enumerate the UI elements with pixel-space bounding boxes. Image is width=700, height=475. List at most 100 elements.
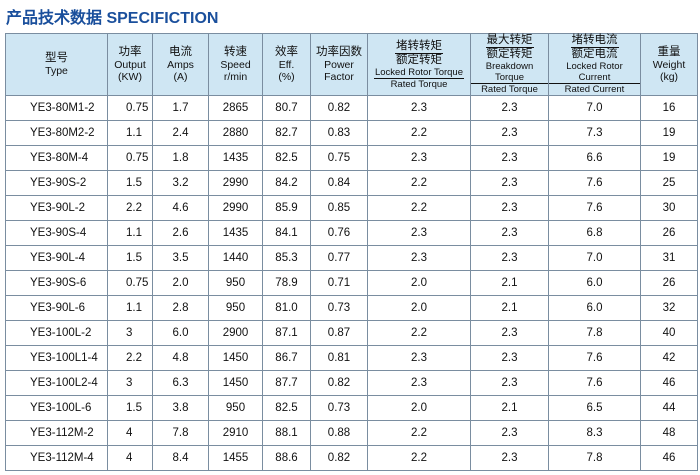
table-row: YE3-100L-2 3 6.0 2900 87.1 0.87 2.2 2.3 7.8 40 — [5, 320, 698, 346]
table-cell: 1.5 — [107, 245, 153, 271]
table-cell: 1455 — [208, 445, 263, 471]
table-cell: 4.8 — [152, 345, 209, 371]
spec-table: 型号 Type 功率 Output (KW) 电流 Amps (A) 转速 Speed r/min 效… — [5, 33, 698, 471]
table-cell: 42 — [640, 345, 698, 371]
table-cell: 1.5 — [107, 170, 153, 196]
table-cell: 1.5 — [107, 395, 153, 421]
table-cell: 2990 — [208, 170, 263, 196]
table-cell: YE3-90S-2 — [5, 170, 108, 196]
table-cell: 2.3 — [367, 95, 471, 121]
table-cell: 950 — [208, 395, 263, 421]
table-row: YE3-100L2-4 3 6.3 1450 87.7 0.82 2.3 2.3 7.6 46 — [5, 370, 698, 396]
header-line: Speed — [220, 59, 251, 71]
table-cell: 0.76 — [310, 220, 368, 246]
table-cell: 0.83 — [310, 120, 368, 146]
table-cell: 0.75 — [107, 145, 153, 171]
table-cell: 1435 — [208, 145, 263, 171]
header-line: r/min — [223, 71, 248, 83]
table-cell: 2.1 — [470, 395, 549, 421]
header-numerator: 堵转电流 — [570, 34, 619, 48]
table-cell: 16 — [640, 95, 698, 121]
table-cell: 32 — [640, 295, 698, 321]
table-cell: 2.3 — [470, 145, 549, 171]
header-numerator: 堵转转矩 — [395, 39, 443, 54]
table-header: 型号 Type 功率 Output (KW) 电流 Amps (A) 转速 Speed r/min 效… — [5, 33, 698, 96]
header-line: (kg) — [659, 71, 679, 83]
table-row: YE3-100L1-4 2.2 4.8 1450 86.7 0.81 2.3 2.3 7.6 42 — [5, 345, 698, 371]
table-cell: 8.4 — [152, 445, 209, 471]
table-cell: YE3-80M1-2 — [5, 95, 108, 121]
table-cell: 86.7 — [262, 345, 311, 371]
table-row: YE3-112M-4 4 8.4 1455 88.6 0.82 2.2 2.3 7.8 46 — [5, 445, 698, 471]
table-cell: 2.3 — [470, 370, 549, 396]
table-cell: 2.3 — [367, 145, 471, 171]
table-cell: 0.75 — [107, 95, 153, 121]
table-cell: 4 — [107, 420, 153, 446]
table-row: YE3-90S-4 1.1 2.6 1435 84.1 0.76 2.3 2.3 6.8 26 — [5, 220, 698, 246]
header-line: (A) — [173, 71, 188, 83]
table-cell: 2.3 — [470, 170, 549, 196]
table-cell: 0.81 — [310, 345, 368, 371]
header-cell: 堵转电流 额定电流 Locked Rotor Current Rated Curren… — [548, 33, 641, 96]
table-cell: 6.3 — [152, 370, 209, 396]
table-cell: 7.8 — [152, 420, 209, 446]
table-cell: 6.0 — [152, 320, 209, 346]
table-cell: 0.85 — [310, 195, 368, 221]
table-cell: YE3-80M-4 — [5, 145, 108, 171]
table-cell: 6.6 — [548, 145, 641, 171]
table-cell: YE3-80M2-2 — [5, 120, 108, 146]
header-line: Locked Rotor Torque — [368, 67, 470, 79]
table-cell: YE3-112M-4 — [5, 445, 108, 471]
table-cell: YE3-100L2-4 — [5, 370, 108, 396]
table-cell: 950 — [208, 295, 263, 321]
table-cell: 2.2 — [367, 420, 471, 446]
header-cell: 电流 Amps (A) — [152, 33, 209, 96]
table-row: YE3-80M-4 0.75 1.8 1435 82.5 0.75 2.3 2.3 6.6 19 — [5, 145, 698, 171]
table-cell: 2.3 — [470, 220, 549, 246]
table-cell: 1.1 — [107, 220, 153, 246]
table-cell: 7.0 — [548, 245, 641, 271]
table-cell: 19 — [640, 120, 698, 146]
header-cell: 重量 Weight (kg) — [640, 33, 698, 96]
table-cell: YE3-100L-6 — [5, 395, 108, 421]
table-cell: 2.3 — [367, 245, 471, 271]
table-cell: 2900 — [208, 320, 263, 346]
table-cell: 1.8 — [152, 145, 209, 171]
table-cell: 7.0 — [548, 95, 641, 121]
header-line: 效率 — [275, 46, 298, 58]
header-row: 型号 Type 功率 Output (KW) 电流 Amps (A) 转速 Speed r/min 效… — [5, 33, 698, 96]
table-cell: 2.3 — [470, 120, 549, 146]
table-cell: 0.75 — [107, 270, 153, 296]
table-cell: YE3-112M-2 — [5, 420, 108, 446]
table-cell: 26 — [640, 220, 698, 246]
header-line: Amps — [167, 59, 194, 71]
header-line: Locked Rotor Current — [549, 61, 640, 84]
header-line: 重量 — [657, 46, 681, 58]
header-cell: 型号 Type — [5, 33, 108, 96]
table-cell: 84.1 — [262, 220, 311, 246]
table-cell: YE3-90L-2 — [5, 195, 108, 221]
header-line: 功率 — [118, 46, 142, 58]
table-cell: 2.3 — [470, 345, 549, 371]
table-cell: 3.8 — [152, 395, 209, 421]
header-cell: 功率因数 Power Factor — [310, 33, 368, 96]
table-row: YE3-112M-2 4 7.8 2910 88.1 0.88 2.2 2.3 8.3 48 — [5, 420, 698, 446]
header-denominator: Rated Torque — [390, 78, 448, 90]
table-row: YE3-80M2-2 1.1 2.4 2880 82.7 0.83 2.2 2.3 7.3 19 — [5, 120, 698, 146]
table-cell: 2.2 — [107, 345, 153, 371]
table-cell: 2.3 — [470, 320, 549, 346]
table-cell: 6.0 — [548, 295, 641, 321]
table-cell: 2.2 — [367, 445, 471, 471]
header-cell: 效率 Eff. (%) — [262, 33, 311, 96]
table-cell: 7.8 — [548, 445, 641, 471]
table-cell: 0.73 — [310, 395, 368, 421]
header-denominator: 额定转矩 — [486, 48, 533, 60]
table-cell: YE3-90L-6 — [5, 295, 108, 321]
table-cell: 7.3 — [548, 120, 641, 146]
header-numerator: Locked Rotor Torque — [373, 66, 465, 79]
table-cell: 2.2 — [367, 320, 471, 346]
table-cell: 0.82 — [310, 445, 368, 471]
table-row: YE3-90S-6 0.75 2.0 950 78.9 0.71 2.0 2.1 6.0 26 — [5, 270, 698, 296]
title: 产品技术数据 SPECIFICTION — [6, 10, 219, 27]
